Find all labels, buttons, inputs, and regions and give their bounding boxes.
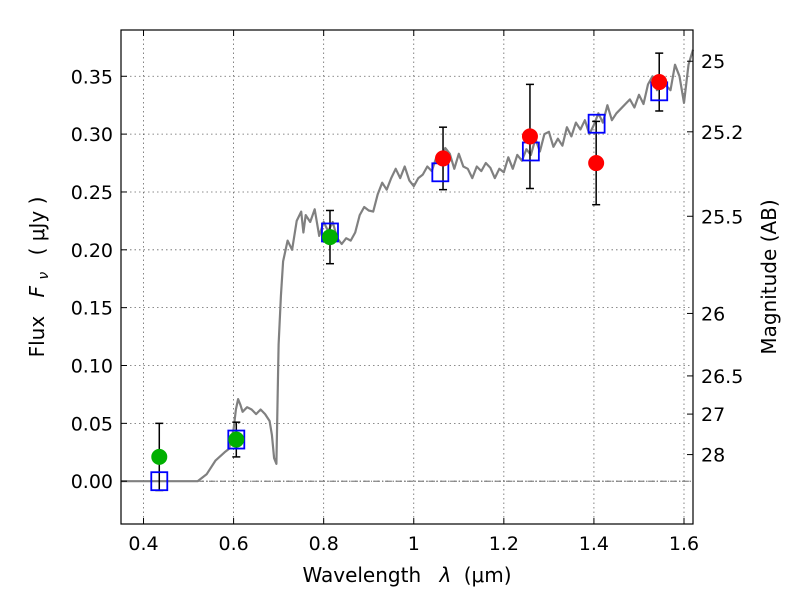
- x-axis-label-symbol: λ: [439, 563, 452, 587]
- y-axis-label-symbol: F: [25, 285, 49, 297]
- model-band-squares: [150, 81, 669, 492]
- x-tick-label: 0.8: [309, 533, 339, 555]
- y2-tick-label: 26: [701, 303, 725, 325]
- y-tick-label: 0.10: [71, 356, 113, 378]
- measurement-points: [151, 74, 668, 465]
- model-band-square: [150, 471, 169, 492]
- y-tick-label: 0.15: [71, 298, 113, 320]
- right-axis-label: Magnitude (AB): [757, 199, 781, 354]
- y-tick-label: 0.35: [71, 66, 113, 88]
- x-tick-label: 1.2: [489, 533, 519, 555]
- y-tick-label: 0.20: [71, 240, 113, 262]
- x-axis-label-unit: (μm): [464, 563, 512, 587]
- y2-tick-label: 25.5: [701, 206, 743, 228]
- model-spectrum-line: [121, 49, 695, 483]
- x-axis-label-text: Wavelength: [302, 563, 421, 587]
- model-band-square: [587, 113, 606, 134]
- green-measurement-point: [151, 448, 168, 465]
- x-tick-label: 0.6: [218, 533, 248, 555]
- red-measurement-point: [588, 155, 605, 172]
- y2-tick-label: 28: [701, 445, 725, 467]
- x-tick-label: 1.4: [579, 533, 609, 555]
- ticks: 0.4 0.6 0.8 1 1.2 1.4 1.6 0.00 0.05 0.10 0.15 0.20 0…: [71, 30, 743, 555]
- x-tick-label: 1.6: [669, 533, 699, 555]
- plot-frame: [120, 29, 694, 525]
- y-axis-label-unit: ( μJy ): [25, 197, 49, 256]
- grid: [121, 30, 693, 524]
- y-axis-label-subscript: ν: [36, 272, 52, 280]
- y-axis-label: Flux F ν ( μJy ): [25, 197, 53, 358]
- x-axis-label: Wavelength λ (μm): [302, 563, 511, 587]
- y2-tick-label: 25.2: [701, 122, 743, 144]
- y-tick-label: 0.05: [71, 413, 113, 435]
- y-axis-label-text: Flux: [25, 316, 49, 358]
- model-spectrum: [121, 49, 695, 483]
- y2-tick-label: 27: [701, 404, 725, 426]
- x-tick-label: 1: [408, 533, 420, 555]
- x-tick-label: 0.4: [128, 533, 158, 555]
- red-measurement-point: [435, 150, 452, 167]
- red-measurement-point: [521, 128, 538, 145]
- y-tick-label: 0.25: [71, 182, 113, 204]
- y-tick-label: 0.30: [71, 124, 113, 146]
- model-band-square: [431, 162, 450, 183]
- green-measurement-point: [321, 229, 338, 246]
- y2-tick-label: 26.5: [701, 366, 743, 388]
- y-tick-label: 0.00: [71, 471, 113, 493]
- red-measurement-point: [651, 74, 668, 91]
- green-measurement-point: [228, 431, 245, 448]
- y2-tick-label: 25: [701, 51, 725, 73]
- error-bars: [155, 52, 664, 492]
